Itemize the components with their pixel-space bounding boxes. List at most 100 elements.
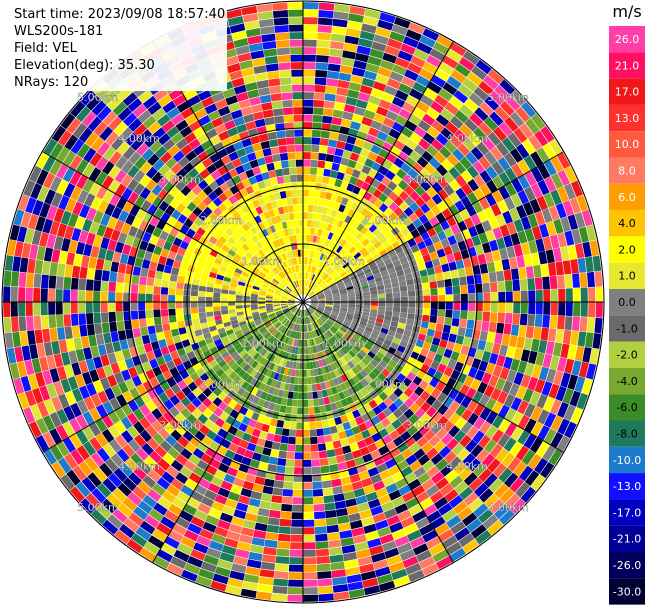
velocity-gate: [377, 19, 394, 31]
velocity-gate: [247, 249, 255, 257]
velocity-gate: [324, 308, 332, 312]
velocity-gate: [542, 276, 551, 290]
velocity-gate: [339, 271, 347, 278]
velocity-gate: [198, 115, 211, 126]
velocity-gate: [303, 287, 306, 295]
velocity-gate: [315, 533, 328, 542]
velocity-gate: [344, 380, 352, 389]
velocity-gate: [208, 211, 218, 222]
velocity-gate: [79, 324, 88, 337]
velocity-gate: [517, 400, 529, 415]
velocity-gate: [291, 406, 298, 415]
velocity-gate: [465, 151, 478, 165]
velocity-gate: [214, 257, 223, 266]
velocity-gate: [319, 351, 325, 359]
velocity-gate: [153, 302, 161, 310]
velocity-gate: [213, 310, 221, 316]
velocity-gate: [364, 253, 373, 261]
velocity-gate: [198, 568, 215, 580]
velocity-gate: [466, 165, 479, 179]
velocity-gate: [287, 313, 293, 319]
velocity-gate: [303, 174, 310, 182]
velocity-gate: [314, 251, 320, 259]
velocity-gate: [176, 282, 184, 290]
velocity-gate: [511, 163, 524, 178]
velocity-gate: [263, 319, 271, 325]
colorbar-cell: [609, 131, 645, 158]
velocity-gate: [323, 264, 330, 272]
velocity-gate: [283, 367, 289, 376]
velocity-gate: [108, 424, 121, 439]
velocity-gate: [504, 422, 518, 437]
velocity-gate: [353, 240, 362, 249]
velocity-gate: [297, 392, 303, 400]
velocity-gate: [53, 381, 65, 396]
velocity-gate: [492, 365, 503, 378]
velocity-gate: [145, 166, 158, 179]
velocity-gate: [352, 280, 360, 286]
velocity-gate: [325, 331, 332, 339]
velocity-gate: [369, 380, 379, 390]
velocity-gate: [255, 251, 263, 260]
velocity-gate: [198, 291, 206, 297]
velocity-gate: [529, 391, 541, 406]
velocity-gate: [333, 226, 341, 235]
velocity-gate: [303, 392, 308, 400]
velocity-gate: [325, 265, 332, 273]
velocity-gate: [252, 166, 262, 176]
velocity-gate: [243, 399, 252, 409]
velocity-gate: [431, 120, 445, 133]
velocity-gate: [265, 202, 273, 211]
velocity-gate: [509, 383, 520, 397]
velocity-gate: [478, 80, 494, 96]
velocity-gate: [282, 390, 289, 399]
velocity-gate: [196, 227, 206, 237]
velocity-gate: [553, 370, 564, 386]
velocity-gate: [305, 249, 309, 257]
velocity-gate: [247, 358, 256, 366]
velocity-gate: [511, 268, 520, 280]
velocity-gate: [292, 235, 297, 243]
velocity-gate: [310, 346, 314, 354]
velocity-gate: [237, 207, 246, 217]
velocity-gate: [123, 292, 131, 302]
velocity-gate: [332, 576, 348, 586]
velocity-gate: [55, 302, 63, 315]
velocity-gate: [422, 314, 430, 322]
velocity-gate: [464, 355, 474, 367]
velocity-gate: [195, 575, 212, 588]
velocity-gate: [289, 167, 297, 175]
velocity-gate: [43, 247, 54, 262]
velocity-gate: [193, 272, 202, 280]
velocity-gate: [370, 298, 378, 302]
velocity-gate: [374, 386, 384, 396]
azimuth-line: [302, 301, 454, 563]
velocity-gate: [233, 343, 242, 351]
velocity-gate: [403, 329, 412, 337]
velocity-gate: [257, 584, 273, 593]
velocity-gate: [189, 436, 202, 448]
velocity-gate: [332, 218, 340, 227]
velocity-gate: [253, 65, 267, 74]
velocity-gate: [406, 278, 414, 286]
velocity-gate: [220, 306, 228, 311]
velocity-gate: [274, 563, 289, 572]
velocity-gate: [450, 351, 460, 362]
velocity-gate: [34, 259, 44, 275]
velocity-gate: [372, 268, 380, 275]
velocity-gate: [435, 428, 448, 440]
range-ring-label: 1.00km: [241, 337, 283, 350]
velocity-gate: [72, 201, 84, 216]
velocity-gate: [355, 232, 364, 241]
colorbar-cell: [609, 525, 645, 552]
velocity-gate: [179, 224, 190, 235]
velocity-gate: [149, 450, 162, 464]
velocity-gate: [423, 295, 431, 302]
velocity-gate: [374, 208, 384, 218]
velocity-gate: [163, 422, 176, 435]
velocity-gate: [345, 342, 353, 350]
velocity-gate: [536, 441, 550, 458]
velocity-gate: [289, 314, 295, 321]
velocity-gate: [288, 300, 295, 302]
velocity-gate: [289, 345, 294, 354]
